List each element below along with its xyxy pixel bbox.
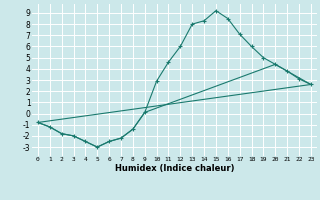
- X-axis label: Humidex (Indice chaleur): Humidex (Indice chaleur): [115, 164, 234, 173]
